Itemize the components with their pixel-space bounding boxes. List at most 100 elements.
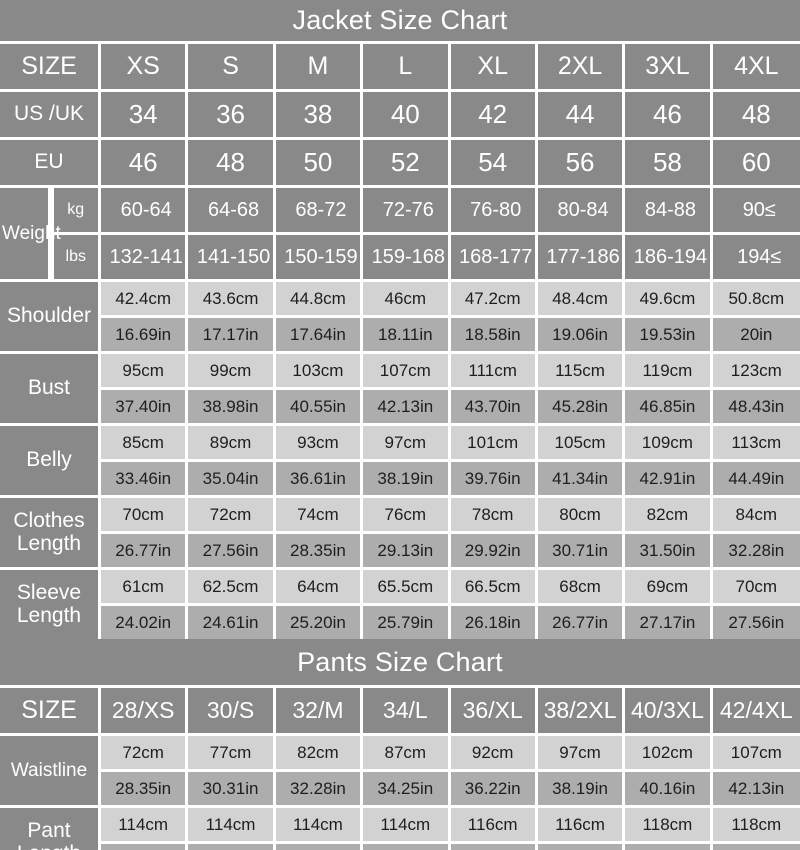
weight-kg-3xl: 84-88 — [625, 185, 713, 232]
pant-length-in-28xs: 44.88in — [101, 841, 189, 850]
clothes-length-cm-s: 72cm — [188, 495, 276, 531]
shoulder-cm-xs: 42.4cm — [101, 279, 189, 315]
sleeve-length-in-4xl: 27.56in — [712, 603, 800, 639]
belly-cm-l: 97cm — [363, 423, 451, 459]
pant-length-cm-403xl: 118cm — [625, 805, 713, 841]
bust-cm-m: 103cm — [275, 351, 364, 387]
pant-length-line2: Length — [17, 842, 81, 850]
bust-in-4xl: 48.43in — [712, 387, 800, 423]
weight-kg-s: 64-68 — [188, 185, 276, 232]
eu-l: 52 — [363, 137, 451, 185]
pant-length-cm-34l: 114cm — [363, 805, 451, 841]
belly-cm-xl: 101cm — [450, 423, 538, 459]
clothes-length-in-4xl: 32.28in — [712, 531, 800, 567]
belly-in-3xl: 42.91in — [625, 459, 713, 495]
jacket-row-clothes-length-in: 26.77in 27.56in 28.35in 29.13in 29.92in … — [0, 531, 800, 567]
jacket-size-table: SIZE XS S M L XL 2XL 3XL 4XL US /UK 34 3… — [0, 41, 800, 639]
weight-lbs-xl: 168-177 — [450, 232, 538, 279]
bust-in-xs: 37.40in — [101, 387, 189, 423]
waistline-in-34l: 34.25in — [363, 769, 451, 805]
pants-row-waistline-in: 28.35in 30.31in 32.28in 34.25in 36.22in … — [0, 769, 800, 805]
clothes-length-in-s: 27.56in — [188, 531, 276, 567]
pants-row-pant-length-cm: Pant Length 114cm 114cm 114cm 114cm 116c… — [0, 805, 800, 850]
pants-row-pant-length-in: 44.88in 44.88in 44.88in 44.88in 45.67in … — [0, 841, 800, 850]
shoulder-in-s: 17.17in — [188, 315, 276, 351]
bust-in-2xl: 45.28in — [537, 387, 626, 423]
pant-length-in-382xl: 45.67in — [537, 841, 626, 850]
row-label-weight: Weight — [0, 185, 61, 279]
eu-4xl: 60 — [712, 137, 800, 185]
belly-cm-4xl: 113cm — [712, 423, 800, 459]
jacket-row-clothes-length-cm: Clothes Length 70cm 72cm 74cm 76cm 78cm … — [0, 495, 800, 567]
shoulder-in-m: 17.64in — [275, 315, 364, 351]
sleeve-length-cm-xl: 66.5cm — [450, 567, 538, 603]
bust-cm-s: 99cm — [188, 351, 276, 387]
row-label-belly: Belly — [0, 423, 101, 495]
belly-in-l: 38.19in — [363, 459, 451, 495]
pants-size-32m: 32/M — [275, 685, 364, 733]
us-uk-m: 38 — [275, 89, 364, 137]
sleeve-length-in-s: 24.61in — [188, 603, 276, 639]
eu-s: 48 — [188, 137, 276, 185]
weight-lbs-s: 141-150 — [188, 232, 276, 279]
waistline-in-36xl: 36.22in — [450, 769, 538, 805]
shoulder-in-2xl: 19.06in — [537, 315, 626, 351]
shoulder-cm-3xl: 49.6cm — [625, 279, 713, 315]
shoulder-in-4xl: 20in — [712, 315, 800, 351]
sleeve-length-line2: Length — [16, 603, 82, 627]
clothes-length-cm-4xl: 84cm — [712, 495, 800, 531]
pant-length-cm-424xl: 118cm — [712, 805, 800, 841]
weight-kg-2xl: 80-84 — [537, 185, 626, 232]
bust-in-3xl: 46.85in — [625, 387, 713, 423]
jacket-row-shoulder-cm: Shoulder 42.4cm 43.6cm 44.8cm 46cm 47.2c… — [0, 279, 800, 351]
jacket-size-2xl: 2XL — [537, 41, 626, 89]
clothes-length-cm-xs: 70cm — [101, 495, 189, 531]
pants-size-403xl: 40/3XL — [625, 685, 713, 733]
jacket-size-xs: XS — [101, 41, 189, 89]
shoulder-in-3xl: 19.53in — [625, 315, 713, 351]
shoulder-in-xs: 16.69in — [101, 315, 189, 351]
belly-cm-m: 93cm — [275, 423, 364, 459]
pants-size-424xl: 42/4XL — [712, 685, 800, 733]
jacket-size-m: M — [275, 41, 364, 89]
pants-table-body: SIZE 28/XS 30/S 32/M 34/L 36/XL 38/2XL 4… — [0, 685, 800, 850]
waistline-in-32m: 32.28in — [275, 769, 364, 805]
weight-lbs-m: 150-159 — [275, 232, 364, 279]
waistline-cm-30s: 77cm — [188, 733, 276, 769]
clothes-length-cm-l: 76cm — [363, 495, 451, 531]
belly-in-m: 36.61in — [275, 459, 364, 495]
bust-in-m: 40.55in — [275, 387, 364, 423]
clothes-length-in-m: 28.35in — [275, 531, 364, 567]
weight-lbs-l: 159-168 — [363, 232, 451, 279]
shoulder-cm-l: 46cm — [363, 279, 451, 315]
pants-size-header-row: SIZE 28/XS 30/S 32/M 34/L 36/XL 38/2XL 4… — [0, 685, 800, 733]
belly-in-xs: 33.46in — [101, 459, 189, 495]
waistline-cm-32m: 82cm — [275, 733, 364, 769]
bust-in-l: 42.13in — [363, 387, 451, 423]
eu-xl: 54 — [450, 137, 538, 185]
weight-kg-4xl: 90≤ — [712, 185, 800, 232]
belly-cm-xs: 85cm — [101, 423, 189, 459]
pant-length-cm-382xl: 116cm — [537, 805, 626, 841]
weight-kg-l: 72-76 — [363, 185, 451, 232]
clothes-length-in-xl: 29.92in — [450, 531, 538, 567]
clothes-length-in-l: 29.13in — [363, 531, 451, 567]
weight-kg-m: 68-72 — [275, 185, 364, 232]
sleeve-length-cm-m: 64cm — [275, 567, 364, 603]
jacket-row-belly-in: 33.46in 35.04in 36.61in 38.19in 39.76in … — [0, 459, 800, 495]
shoulder-cm-2xl: 48.4cm — [537, 279, 626, 315]
jacket-row-shoulder-in: 16.69in 17.17in 17.64in 18.11in 18.58in … — [0, 315, 800, 351]
bust-cm-xs: 95cm — [101, 351, 189, 387]
belly-in-s: 35.04in — [188, 459, 276, 495]
pants-size-382xl: 38/2XL — [537, 685, 626, 733]
jacket-row-sleeve-length-in: 24.02in 24.61in 25.20in 25.79in 26.18in … — [0, 603, 800, 639]
us-uk-xs: 34 — [101, 89, 189, 137]
clothes-length-in-xs: 26.77in — [101, 531, 189, 567]
jacket-row-sleeve-length-cm: Sleeve Length 61cm 62.5cm 64cm 65.5cm 66… — [0, 567, 800, 639]
clothes-length-cm-2xl: 80cm — [537, 495, 626, 531]
belly-cm-2xl: 105cm — [537, 423, 626, 459]
pants-size-34l: 34/L — [363, 685, 451, 733]
us-uk-xl: 42 — [450, 89, 538, 137]
pant-length-in-30s: 44.88in — [188, 841, 276, 850]
bust-cm-xl: 111cm — [450, 351, 538, 387]
